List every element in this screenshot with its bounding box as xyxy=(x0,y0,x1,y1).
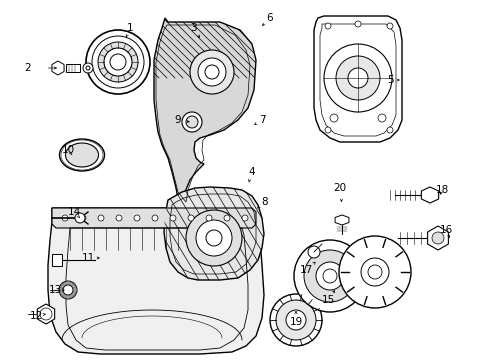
Circle shape xyxy=(323,269,336,283)
Circle shape xyxy=(338,236,410,308)
Text: 20: 20 xyxy=(333,183,346,193)
Circle shape xyxy=(152,215,158,221)
Polygon shape xyxy=(154,18,256,210)
Circle shape xyxy=(86,66,90,70)
Circle shape xyxy=(59,281,77,299)
Circle shape xyxy=(110,54,126,70)
Text: 19: 19 xyxy=(289,317,302,327)
Text: 14: 14 xyxy=(67,207,81,217)
Polygon shape xyxy=(163,187,264,280)
Polygon shape xyxy=(313,16,401,142)
Circle shape xyxy=(205,215,212,221)
Circle shape xyxy=(329,114,337,122)
Circle shape xyxy=(80,215,86,221)
Text: 11: 11 xyxy=(81,253,95,263)
Circle shape xyxy=(182,112,202,132)
Circle shape xyxy=(75,213,85,223)
Circle shape xyxy=(242,215,247,221)
Circle shape xyxy=(347,68,367,88)
Circle shape xyxy=(92,36,143,88)
Circle shape xyxy=(134,215,140,221)
Polygon shape xyxy=(52,208,256,228)
Circle shape xyxy=(190,50,234,94)
Circle shape xyxy=(198,58,225,86)
Circle shape xyxy=(354,21,360,27)
Polygon shape xyxy=(48,208,264,354)
Polygon shape xyxy=(421,187,438,203)
Circle shape xyxy=(187,215,194,221)
Text: 8: 8 xyxy=(261,197,268,207)
Circle shape xyxy=(40,308,52,320)
Circle shape xyxy=(224,215,229,221)
Circle shape xyxy=(98,42,138,82)
Text: 6: 6 xyxy=(266,13,273,23)
Circle shape xyxy=(315,262,343,290)
Text: 3: 3 xyxy=(189,23,196,33)
Circle shape xyxy=(185,210,242,266)
Circle shape xyxy=(269,294,321,346)
Text: 4: 4 xyxy=(248,167,255,177)
Ellipse shape xyxy=(60,139,104,171)
Text: 9: 9 xyxy=(174,115,181,125)
Bar xyxy=(66,64,80,72)
Text: 5: 5 xyxy=(386,75,392,85)
Circle shape xyxy=(86,30,150,94)
Text: 7: 7 xyxy=(258,115,265,125)
Circle shape xyxy=(386,23,392,29)
Circle shape xyxy=(386,127,392,133)
Polygon shape xyxy=(37,304,55,324)
Circle shape xyxy=(205,230,222,246)
Circle shape xyxy=(196,220,231,256)
Polygon shape xyxy=(427,226,447,250)
Text: 17: 17 xyxy=(299,265,312,275)
Circle shape xyxy=(367,265,381,279)
Text: 16: 16 xyxy=(439,225,452,235)
Circle shape xyxy=(335,56,379,100)
Text: 12: 12 xyxy=(29,311,42,321)
Circle shape xyxy=(325,23,330,29)
Circle shape xyxy=(63,285,73,295)
Text: 13: 13 xyxy=(48,285,61,295)
Circle shape xyxy=(98,215,104,221)
Circle shape xyxy=(83,63,93,73)
Text: 2: 2 xyxy=(24,63,31,73)
Circle shape xyxy=(170,215,176,221)
Text: 10: 10 xyxy=(61,145,74,155)
Ellipse shape xyxy=(65,143,98,167)
Circle shape xyxy=(104,48,132,76)
Text: 15: 15 xyxy=(321,295,334,305)
Circle shape xyxy=(325,127,330,133)
Polygon shape xyxy=(334,215,348,225)
Circle shape xyxy=(431,232,443,244)
Polygon shape xyxy=(52,61,64,75)
Circle shape xyxy=(185,116,198,128)
Circle shape xyxy=(275,300,315,340)
Circle shape xyxy=(304,250,355,302)
Circle shape xyxy=(116,215,122,221)
Circle shape xyxy=(360,258,388,286)
Circle shape xyxy=(307,246,319,258)
Circle shape xyxy=(377,114,385,122)
Circle shape xyxy=(285,310,305,330)
Text: 1: 1 xyxy=(126,23,133,33)
Bar xyxy=(52,254,62,266)
Circle shape xyxy=(62,215,68,221)
Circle shape xyxy=(204,65,219,79)
Circle shape xyxy=(324,44,391,112)
Circle shape xyxy=(293,240,365,312)
Text: 18: 18 xyxy=(434,185,447,195)
